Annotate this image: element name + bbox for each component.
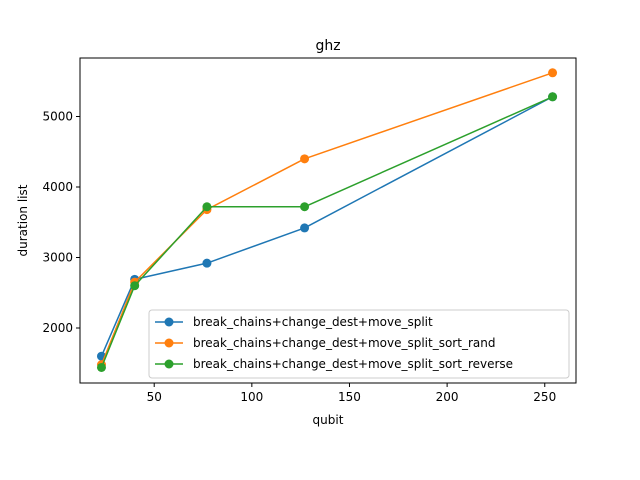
legend-swatch-marker <box>164 338 174 348</box>
legend: break_chains+change_dest+move_splitbreak… <box>148 309 570 379</box>
data-point <box>548 68 558 78</box>
x-axis-ticks: 50 100 150 200 250 <box>147 383 556 404</box>
data-point <box>300 202 310 212</box>
data-point <box>130 281 140 291</box>
y-tick-label: 5000 <box>42 110 73 124</box>
y-tick-label: 2000 <box>42 321 73 335</box>
x-tick-label: 200 <box>436 390 459 404</box>
data-point <box>548 92 558 102</box>
y-axis-label: duration list <box>16 184 30 256</box>
series-3 <box>96 92 558 372</box>
chart-title: ghz <box>315 38 340 54</box>
x-tick-label: 150 <box>338 390 361 404</box>
data-point <box>202 202 212 212</box>
y-axis-ticks: 2000 3000 4000 5000 <box>42 110 80 335</box>
data-point <box>300 154 310 164</box>
legend-swatch-marker <box>164 359 174 369</box>
legend-label: break_chains+change_dest+move_split_sort… <box>193 357 513 371</box>
data-point <box>300 223 310 233</box>
legend-box <box>148 309 570 379</box>
x-tick-label: 250 <box>533 390 556 404</box>
data-point <box>96 362 106 372</box>
x-axis-label: qubit <box>313 413 344 427</box>
x-tick-label: 50 <box>147 390 162 404</box>
x-tick-label: 100 <box>240 390 263 404</box>
y-tick-label: 4000 <box>42 180 73 194</box>
data-point <box>202 258 212 268</box>
legend-label: break_chains+change_dest+move_split <box>193 315 433 329</box>
legend-label: break_chains+change_dest+move_split_sort… <box>193 336 495 350</box>
y-tick-label: 3000 <box>42 251 73 265</box>
series-layer <box>96 68 558 372</box>
legend-swatch-marker <box>164 317 174 327</box>
